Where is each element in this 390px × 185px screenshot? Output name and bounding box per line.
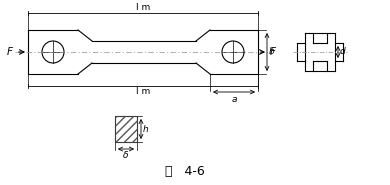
Text: h: h <box>143 125 149 134</box>
Bar <box>115 116 137 142</box>
Text: a: a <box>231 95 237 104</box>
Text: b: b <box>269 48 275 56</box>
Text: d: d <box>340 48 346 56</box>
Text: l m: l m <box>136 3 150 12</box>
Text: l m: l m <box>136 87 150 96</box>
Text: 图   4-6: 图 4-6 <box>165 165 205 178</box>
Bar <box>115 116 137 142</box>
Text: F: F <box>7 47 13 57</box>
Text: F: F <box>270 47 276 57</box>
Text: δ: δ <box>123 151 129 160</box>
